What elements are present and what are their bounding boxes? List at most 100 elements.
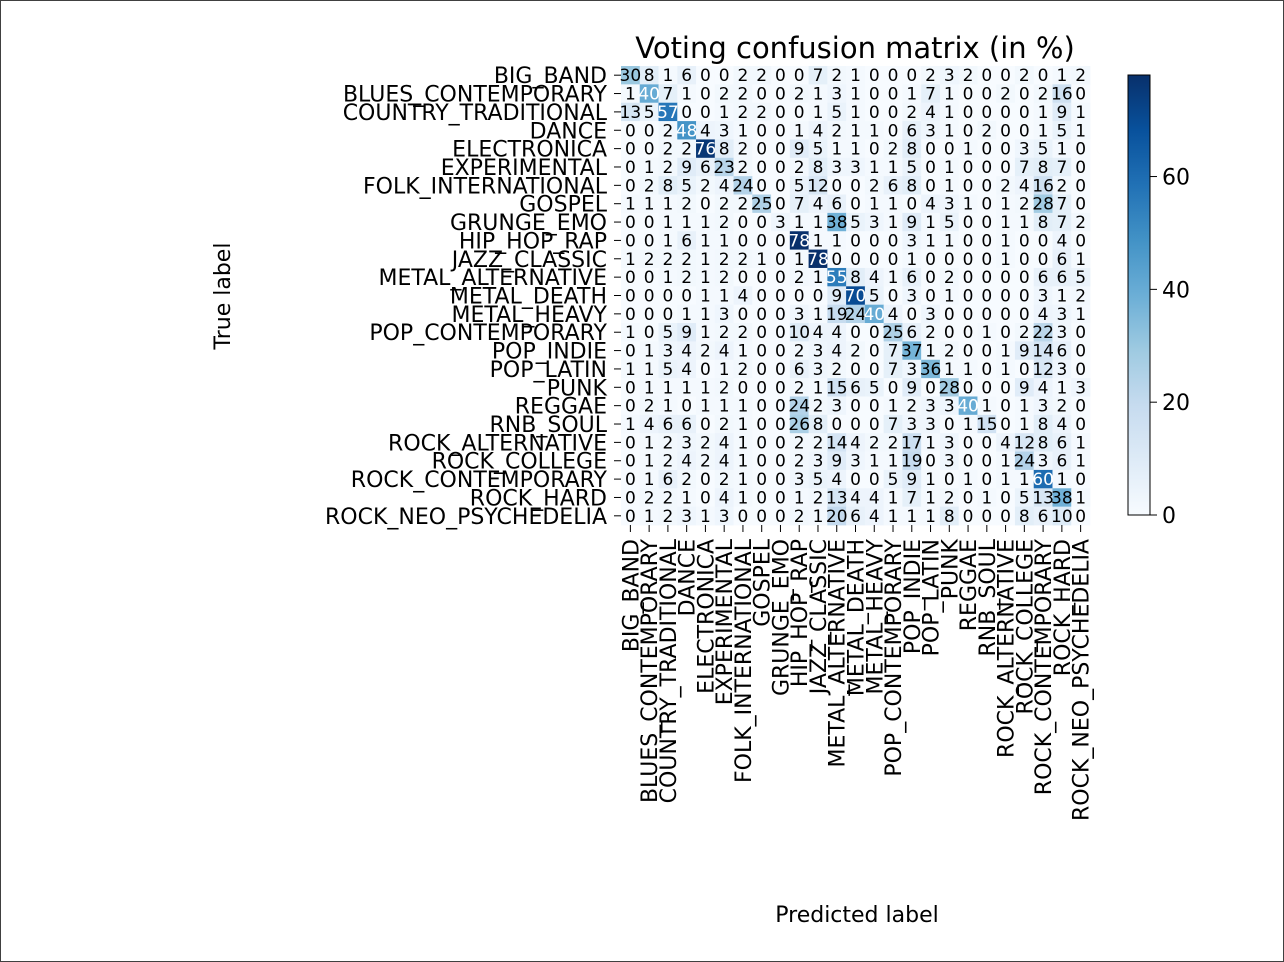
heatmap-cell	[621, 506, 641, 526]
cell-value-label: 1	[738, 342, 749, 362]
heatmap-cell	[958, 286, 978, 306]
cell-value-label: 0	[869, 66, 880, 86]
heatmap-cell	[958, 249, 978, 269]
heatmap-cell	[827, 506, 847, 526]
heatmap-cell	[1071, 396, 1091, 416]
cell-value-label: 0	[756, 488, 767, 508]
cell-value-label: 4	[1000, 433, 1011, 453]
heatmap-cell	[996, 194, 1016, 214]
cell-value-label: 6	[662, 470, 673, 490]
cell-value-label: 0	[1000, 488, 1011, 508]
cell-value-label: 23	[713, 158, 735, 178]
cell-value-label: 7	[906, 488, 917, 508]
cell-value-label: 0	[1075, 342, 1086, 362]
heatmap-cell	[714, 341, 734, 361]
heatmap-cell	[752, 121, 772, 140]
heatmap-cell	[639, 341, 659, 361]
cell-value-label: 5	[662, 360, 673, 380]
heatmap-cell	[677, 66, 697, 85]
cell-value-label: 0	[625, 507, 636, 527]
cell-value-label: 1	[1056, 140, 1067, 160]
cell-value-label: 7	[1019, 158, 1030, 178]
y-tick-label: ROCK_ALTERNATIVE	[388, 431, 607, 456]
heatmap-cell	[696, 231, 716, 250]
heatmap-cell	[939, 267, 960, 287]
cell-value-label: 7	[888, 415, 899, 435]
cell-value-label: 8	[906, 140, 917, 160]
cell-value-label: 0	[756, 305, 767, 325]
cell-value-label: 0	[869, 140, 880, 160]
cell-value-label: 0	[700, 415, 711, 435]
heatmap-cell	[658, 396, 678, 416]
heatmap-cell	[639, 267, 659, 287]
cell-value-label: 2	[719, 470, 730, 490]
heatmap-cell	[677, 378, 697, 397]
cell-value-label: 1	[831, 231, 842, 251]
heatmap-cell	[921, 506, 941, 526]
heatmap-cell	[1033, 66, 1053, 85]
cell-value-label: 0	[906, 305, 917, 325]
heatmap-cell	[771, 66, 791, 85]
heatmap-cell	[921, 469, 941, 489]
cell-value-label: 0	[869, 470, 880, 490]
cell-value-label: 0	[963, 250, 974, 270]
heatmap-cell	[1071, 249, 1091, 269]
heatmap-cell	[677, 304, 697, 324]
cell-value-label: 7	[813, 66, 824, 86]
cell-value-label: 0	[850, 323, 861, 343]
heatmap-cell	[733, 506, 753, 526]
heatmap-cell	[996, 341, 1016, 361]
cell-value-label: 1	[944, 287, 955, 307]
heatmap-cell	[939, 323, 960, 342]
heatmap-cell	[752, 249, 772, 269]
heatmap-cell	[827, 488, 847, 508]
cell-value-label: 1	[625, 360, 636, 380]
heatmap-cell	[714, 304, 734, 324]
heatmap-cell	[658, 286, 678, 306]
heatmap-cell	[977, 66, 997, 85]
heatmap-cell	[1014, 249, 1035, 269]
heatmap-cell	[883, 212, 903, 232]
cell-value-label: 0	[831, 415, 842, 435]
cell-value-label: 0	[925, 140, 936, 160]
heatmap-cell	[771, 267, 791, 287]
heatmap-cell	[677, 488, 697, 508]
heatmap-cell	[996, 102, 1016, 122]
heatmap-cell	[658, 157, 678, 177]
cell-value-label: 2	[831, 360, 842, 380]
cell-value-label: 4	[925, 103, 936, 123]
heatmap-cell	[1014, 212, 1035, 232]
cell-value-label: 0	[681, 287, 692, 307]
cell-value-label: 4	[869, 268, 880, 288]
heatmap-cell	[1071, 304, 1091, 324]
heatmap-cell	[658, 506, 678, 526]
cell-value-label: 0	[625, 231, 636, 251]
cell-value-label: 2	[756, 103, 767, 123]
cell-value-label: 1	[681, 85, 692, 105]
cell-value-label: 0	[625, 488, 636, 508]
heatmap-cell	[977, 359, 997, 379]
cell-value-label: 2	[719, 195, 730, 215]
heatmap-cell	[789, 488, 809, 508]
cell-value-label: 1	[644, 195, 655, 215]
heatmap-cell	[1033, 506, 1053, 526]
cell-value-label: 2	[738, 140, 749, 160]
heatmap-cell	[827, 249, 847, 269]
cell-value-label: 0	[1000, 66, 1011, 86]
heatmap-cell	[921, 378, 941, 397]
cell-value-label: 0	[944, 323, 955, 343]
cell-value-label: 0	[756, 415, 767, 435]
heatmap-cell	[939, 139, 960, 159]
heatmap-cell	[1033, 176, 1053, 195]
heatmap-cell	[789, 433, 809, 452]
cell-value-label: 2	[738, 158, 749, 178]
cell-value-label: 0	[775, 488, 786, 508]
cell-value-label: 0	[625, 342, 636, 362]
colorbar-tick-label: 0	[1162, 504, 1176, 529]
heatmap-cell	[658, 212, 678, 232]
cell-value-label: 5	[869, 378, 880, 398]
cell-value-label: 55	[826, 268, 848, 288]
cell-value-label: 0	[1000, 507, 1011, 527]
cell-value-label: 1	[813, 231, 824, 251]
heatmap-cell	[677, 139, 697, 159]
